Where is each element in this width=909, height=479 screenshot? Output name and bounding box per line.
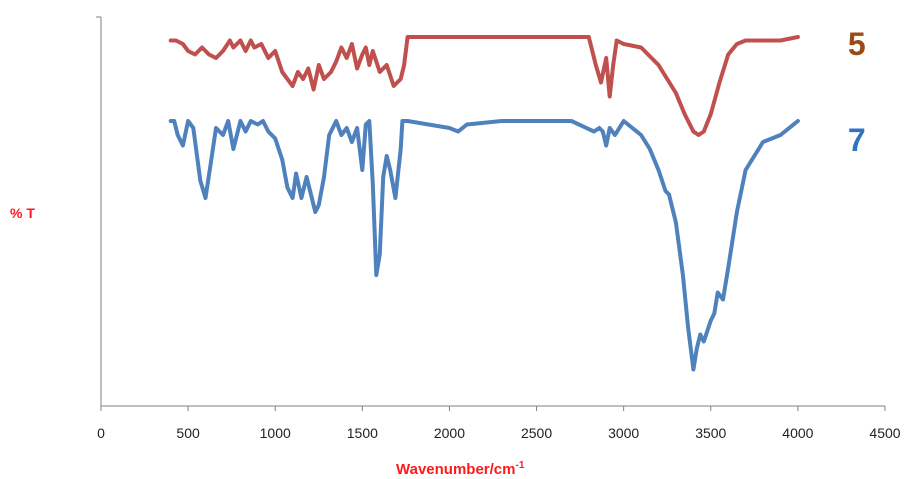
x-axis-label-superscript: -1: [515, 460, 524, 471]
x-tick-labels: 0 500 1000 1500 2000 2500 3000 3500 4000 4500: [97, 406, 901, 441]
x-tick-label: 500: [176, 425, 200, 441]
x-tick-label: 4500: [869, 425, 900, 441]
plot-area: [168, 35, 800, 372]
series-line-7: [168, 119, 800, 372]
x-tick-label: 1500: [347, 425, 378, 441]
axes: [96, 16, 885, 407]
y-axis-label: % T: [10, 205, 35, 221]
x-tick-label: 3000: [608, 425, 639, 441]
series-line-5: [168, 35, 800, 137]
series-label-7: 7: [848, 122, 866, 158]
x-tick-label: 2000: [434, 425, 465, 441]
x-tick-label: 2500: [521, 425, 552, 441]
series-label-5: 5: [848, 26, 866, 62]
x-axis-label-main: Wavenumber/cm: [396, 461, 515, 478]
x-tick-label: 1000: [260, 425, 291, 441]
series-labels: 57: [848, 26, 866, 158]
x-tick-label: 3500: [695, 425, 726, 441]
x-axis-label: Wavenumber/cm-1: [396, 460, 525, 478]
x-tick-label: 4000: [782, 425, 813, 441]
x-tick-label: 0: [97, 425, 105, 441]
